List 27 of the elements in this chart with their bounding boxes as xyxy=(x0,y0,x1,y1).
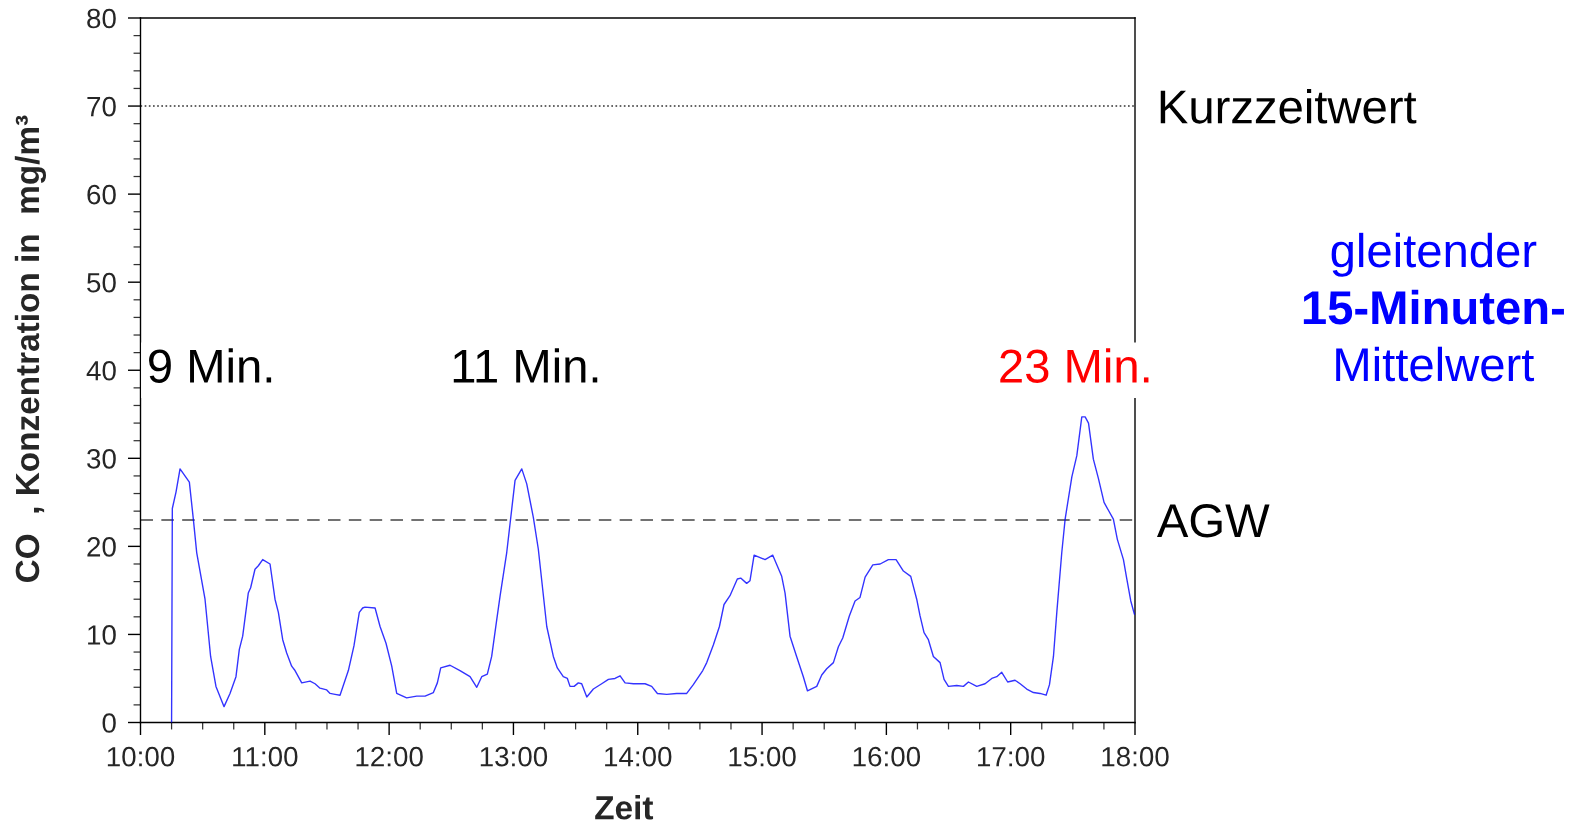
y-tick-label: 20 xyxy=(87,537,116,557)
y-tick-label: 50 xyxy=(87,272,116,293)
ref-line-label: AGW xyxy=(1156,504,1270,538)
text: gleitender 15-Minuten- Mittelwert xyxy=(1303,232,1564,382)
x-tick-label: 10:00 xyxy=(107,746,175,767)
line-series xyxy=(170,416,1135,723)
x-tick-label: 16:00 xyxy=(853,746,921,767)
y-tick-label: 70 xyxy=(87,96,116,117)
annotation: 23 Min. xyxy=(1000,348,1149,383)
y-tick-label: 0 xyxy=(102,713,116,733)
y-tick-label: 40 xyxy=(86,360,116,381)
x-tick-label: 17:00 xyxy=(978,746,1045,767)
y-tick-label: 10 xyxy=(88,625,116,645)
x-tick-label: 14:00 xyxy=(605,746,672,767)
y-tick-label: 30 xyxy=(87,448,116,469)
x-tick-label: 18:00 xyxy=(1102,746,1169,767)
x-tick-label: 12:00 xyxy=(356,746,423,767)
annotation: 11 Min. xyxy=(453,348,598,383)
y-axis-title: CO , Konzentration in mg/m³ xyxy=(14,115,47,582)
ref-line-label: Kurzzeitwert xyxy=(1160,88,1417,124)
x-tick-label: 13:00 xyxy=(480,746,548,767)
y-tick-label: 60 xyxy=(87,184,116,205)
x-tick-label: 11:00 xyxy=(233,746,298,767)
annotation: 9 Min. xyxy=(149,348,272,383)
x-tick-label: 15:00 xyxy=(729,746,796,767)
y-tick-label: 80 xyxy=(87,8,116,29)
x-axis-title: Zeit xyxy=(595,795,654,820)
